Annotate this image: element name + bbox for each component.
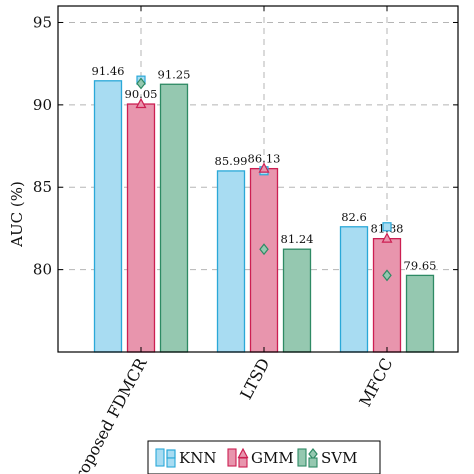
data-label-svm-2: 79.65	[404, 258, 437, 272]
category-label-2: MFCC	[355, 355, 396, 410]
plot-border	[57, 5, 459, 353]
legend-item-knn: KNN	[155, 448, 216, 468]
data-label-knn-2: 82.6	[341, 210, 367, 224]
bars: 91.4685.9982.690.0586.1381.8891.2581.247…	[92, 64, 437, 353]
data-label-svm-1: 81.24	[281, 232, 314, 246]
y-tick-label-1: 85	[33, 178, 52, 196]
legend-item-svm: SVM	[297, 448, 357, 468]
bar-knn-0	[93, 80, 123, 353]
legend-swatch-small-svm	[308, 457, 318, 468]
data-label-gmm-1: 86.13	[248, 152, 281, 166]
category-label-0: Proposed FDMCR	[65, 354, 151, 474]
data-label-gmm-0: 90.05	[125, 87, 158, 101]
legend-label-gmm: GMM	[251, 449, 294, 467]
bar-svm-1	[282, 248, 312, 353]
y-tick-label-3: 95	[33, 13, 52, 31]
markers	[135, 75, 393, 282]
bar-svm-2	[405, 274, 435, 353]
bar-knn-1	[216, 170, 246, 353]
bar-gmm-0	[126, 103, 156, 353]
marker-svm-0	[136, 77, 146, 90]
y-axis-label: AUC (%)	[8, 181, 26, 248]
marker-gmm-2	[381, 232, 393, 243]
legend-swatch-small-knn	[166, 457, 176, 468]
legend-marker-knn	[166, 449, 176, 459]
data-label-knn-0: 91.46	[92, 64, 125, 78]
bar-svm-0	[159, 83, 189, 353]
bar-gmm-1	[249, 167, 279, 353]
y-ticks: 80 85 90 95	[33, 6, 458, 352]
plot-frame	[57, 5, 459, 353]
legend: KNN GMM SVM	[147, 440, 381, 474]
data-label-svm-0: 91.25	[158, 67, 191, 81]
category-label-1: LTSD	[236, 355, 273, 403]
legend-swatch-svm	[297, 448, 307, 467]
legend-item-gmm: GMM	[227, 447, 294, 468]
legend-label-svm: SVM	[321, 449, 357, 467]
legend-label-knn: KNN	[179, 449, 216, 467]
marker-svm-1	[259, 243, 269, 256]
legend-box	[147, 440, 381, 474]
bar-knn-2	[339, 226, 369, 353]
marker-gmm-1	[258, 162, 270, 173]
legend-swatch-gmm	[227, 448, 237, 467]
y-tick-label-2: 90	[33, 96, 52, 114]
bar-gmm-2	[372, 237, 402, 353]
marker-gmm-0	[135, 97, 147, 109]
marker-knn-2	[382, 222, 392, 232]
marker-svm-2	[382, 269, 392, 282]
legend-swatch-small-gmm	[238, 457, 248, 468]
data-label-knn-1: 85.99	[215, 154, 248, 168]
y-tick-label-0: 80	[33, 261, 52, 279]
legend-swatch-knn	[155, 448, 165, 467]
